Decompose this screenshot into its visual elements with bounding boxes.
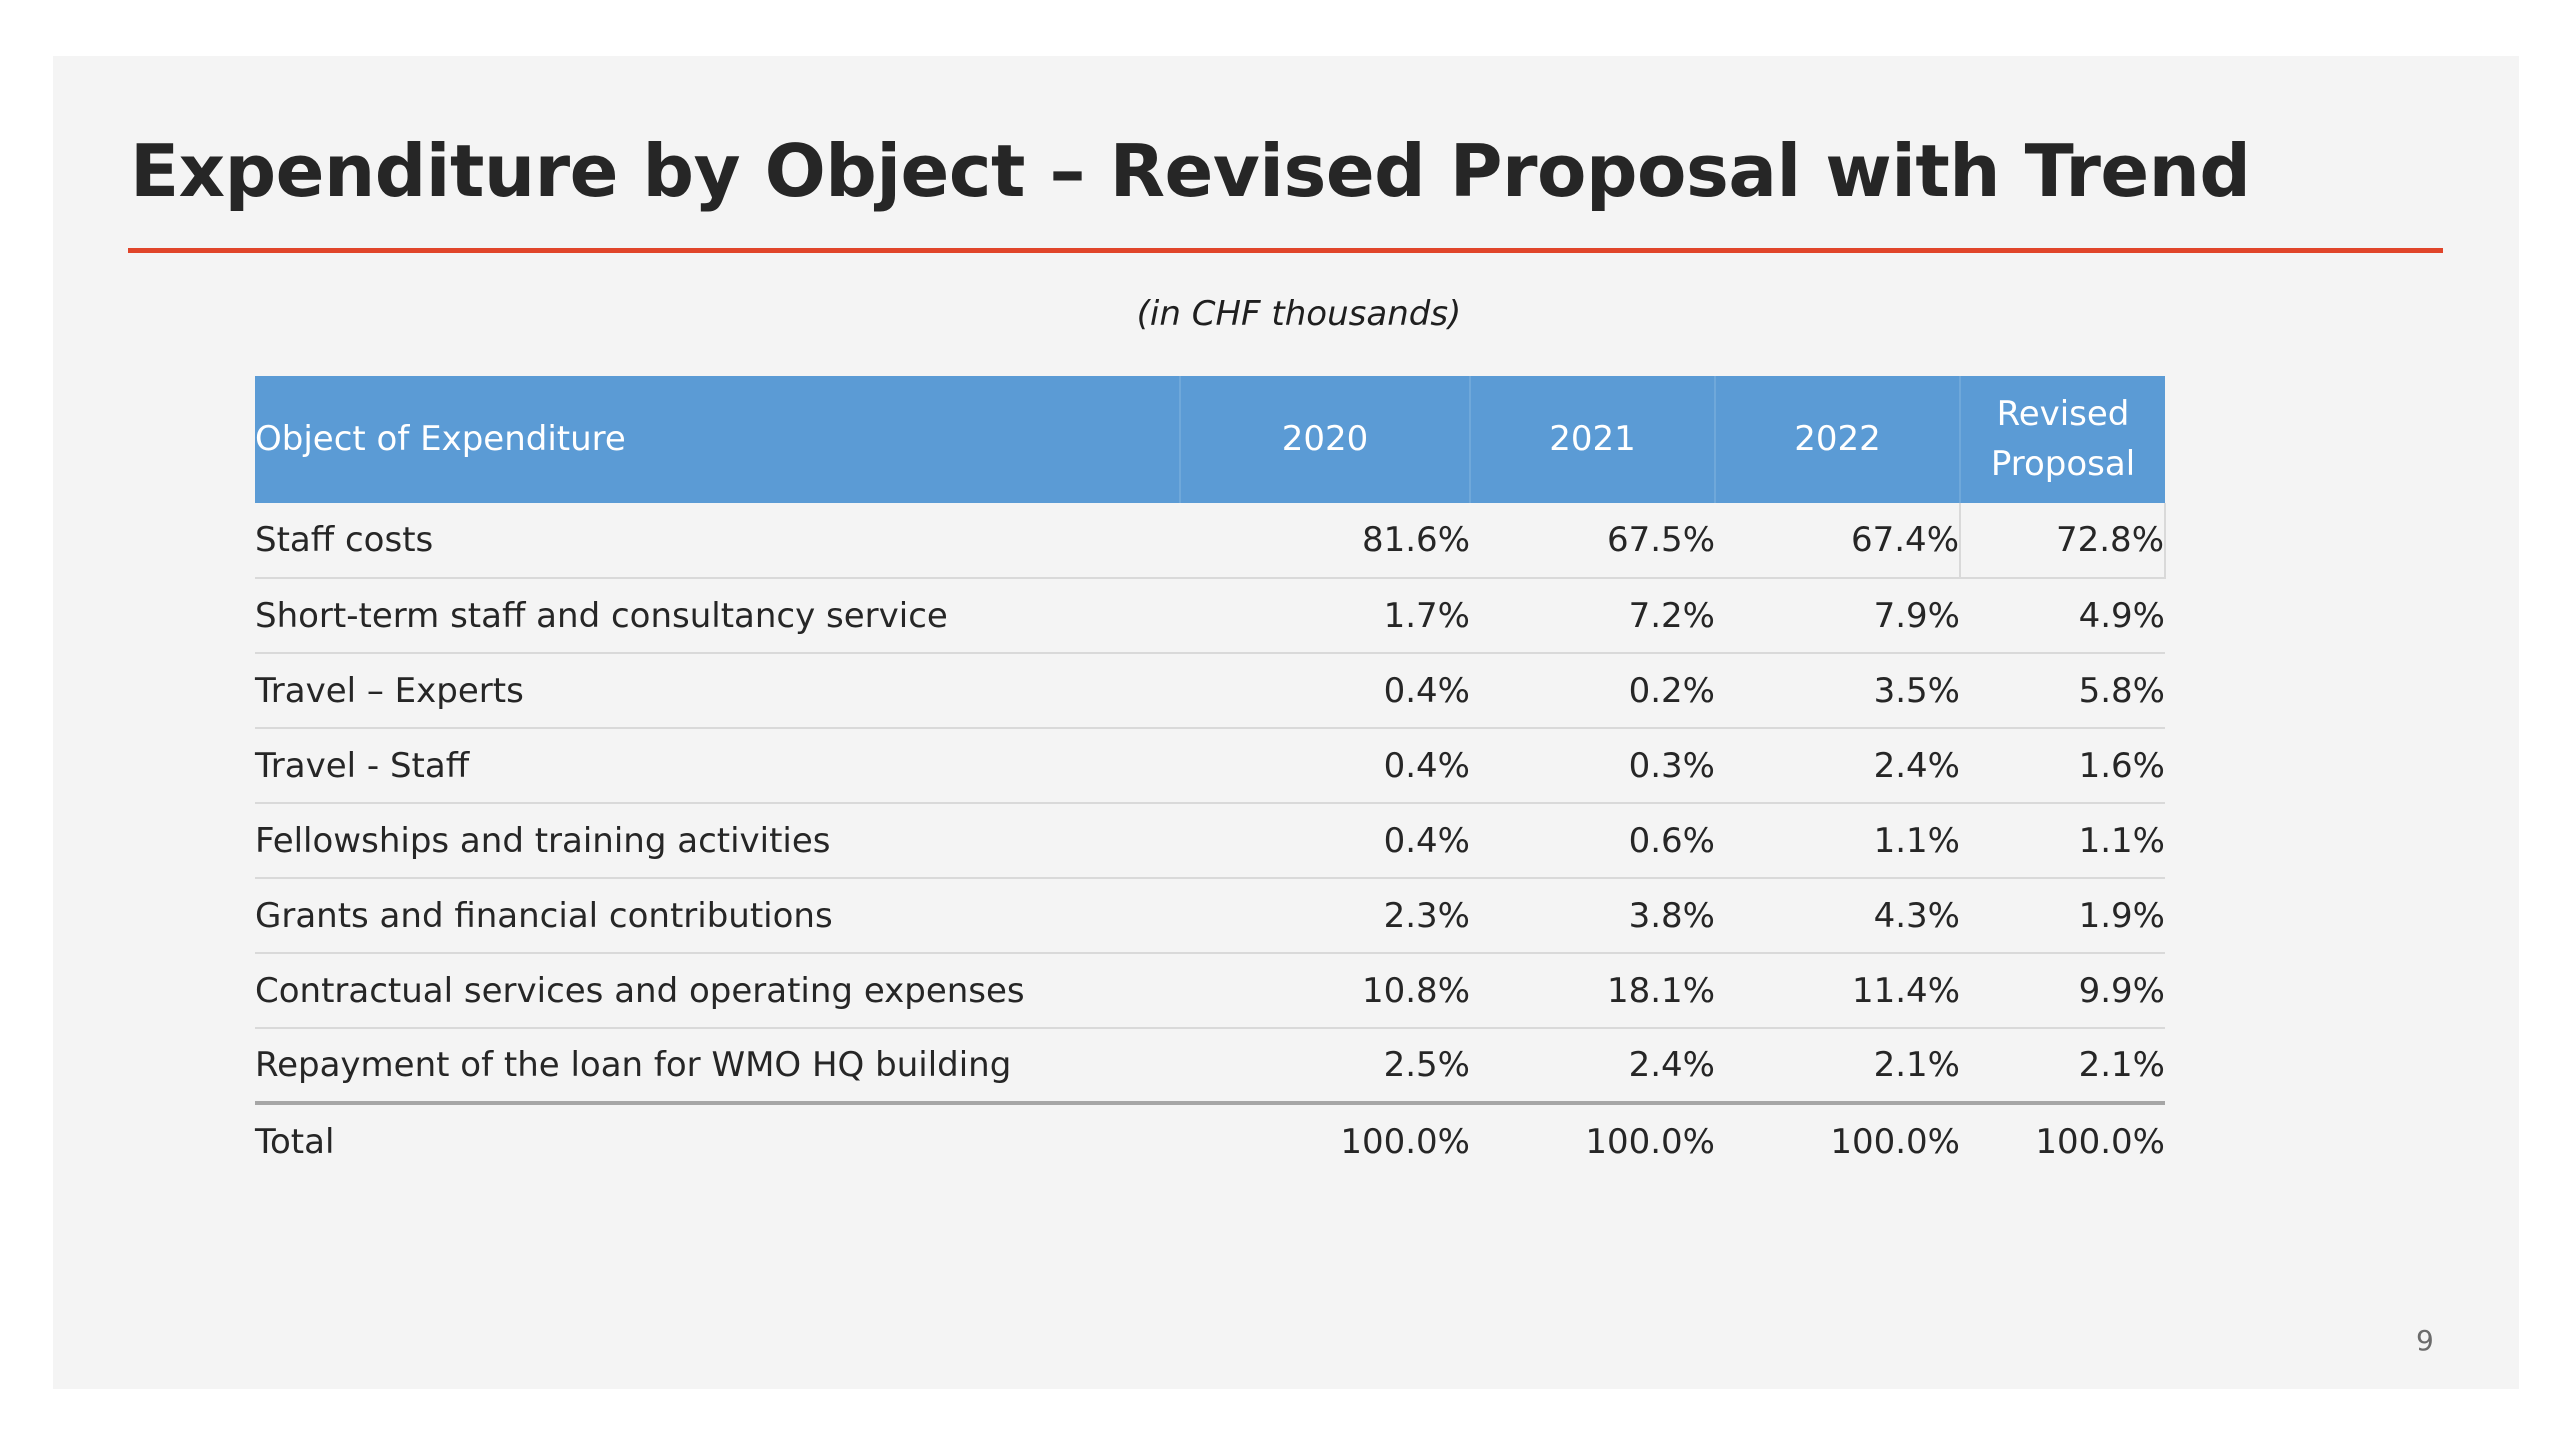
expenditure-table: Object of Expenditure 2020 2021 2022 Rev…: [255, 376, 2166, 1178]
row-label: Staff costs: [255, 503, 1180, 579]
table-body: Staff costs 81.6% 67.5% 67.4% 72.8% Short-ter…: [255, 503, 2166, 1105]
value-revised-proposal: 9.9%: [1960, 953, 2165, 1029]
row-label: Repayment of the loan for WMO HQ buildin…: [255, 1028, 1180, 1105]
value-2021: 67.5%: [1470, 503, 1715, 579]
value-2021: 7.2%: [1470, 578, 1715, 654]
value-2022: 2.1%: [1715, 1028, 1960, 1105]
row-label: Travel - Staff: [255, 728, 1180, 804]
table-row: Travel - Staff 0.4% 0.3% 2.4% 1.6%: [255, 728, 2165, 804]
slide: Expenditure by Object – Revised Proposal…: [53, 56, 2519, 1389]
value-2022: 2.4%: [1715, 728, 1960, 804]
slide-title: Expenditure by Object – Revised Proposal…: [130, 129, 2251, 213]
value-2021: 0.6%: [1470, 803, 1715, 879]
value-2020: 0.4%: [1180, 728, 1470, 804]
header-2021: 2021: [1469, 376, 1715, 503]
header-revised-line1: Revised: [1996, 394, 2130, 435]
row-label: Short-term staff and consultancy service: [255, 578, 1180, 654]
value-2020: 0.4%: [1180, 803, 1470, 879]
value-revised-proposal: 72.8%: [1959, 503, 2166, 579]
value-2020: 10.8%: [1180, 953, 1470, 1029]
row-label: Grants and financial contributions: [255, 878, 1180, 954]
row-label: Contractual services and operating expen…: [255, 953, 1180, 1029]
header-revised-line2: Proposal: [1990, 443, 2136, 484]
value-2020: 2.3%: [1180, 878, 1470, 954]
page-number: 9: [2416, 1324, 2434, 1357]
total-2020: 100.0%: [1340, 1121, 1470, 1162]
value-revised-proposal: 1.1%: [1960, 803, 2165, 879]
value-2022: 1.1%: [1715, 803, 1960, 879]
total-row: Total 100.0% 100.0% 100.0% 100.0%: [255, 1103, 2165, 1178]
total-2022: 100.0%: [1830, 1121, 1960, 1162]
row-label: Travel – Experts: [255, 653, 1180, 729]
row-label: Fellowships and training activities: [255, 803, 1180, 879]
header-row: Object of Expenditure 2020 2021 2022 Rev…: [255, 376, 2165, 503]
table-footer: Total 100.0% 100.0% 100.0% 100.0%: [255, 1103, 2165, 1178]
table-row: Grants and financial contributions 2.3% 3.…: [255, 878, 2165, 954]
value-2020: 1.7%: [1180, 578, 1470, 654]
value-2020: 81.6%: [1180, 503, 1470, 579]
total-2021: 100.0%: [1585, 1121, 1715, 1162]
table-row: Staff costs 81.6% 67.5% 67.4% 72.8%: [255, 503, 2166, 579]
table-header: Object of Expenditure 2020 2021 2022 Rev…: [255, 376, 2165, 503]
value-revised-proposal: 1.9%: [1960, 878, 2165, 954]
value-revised-proposal: 4.9%: [1960, 578, 2165, 654]
header-object-of-expenditure: Object of Expenditure: [255, 418, 626, 459]
value-revised-proposal: 5.8%: [1960, 653, 2165, 729]
value-2021: 3.8%: [1470, 878, 1715, 954]
value-2022: 3.5%: [1715, 653, 1960, 729]
total-revised-proposal: 100.0%: [2035, 1121, 2165, 1162]
value-2020: 2.5%: [1180, 1028, 1470, 1105]
total-label: Total: [255, 1121, 335, 1162]
value-2022: 7.9%: [1715, 578, 1960, 654]
value-2021: 0.2%: [1470, 653, 1715, 729]
table-row: Travel – Experts 0.4% 0.2% 3.5% 5.8%: [255, 653, 2165, 729]
title-underline: [128, 248, 2443, 253]
value-2021: 2.4%: [1470, 1028, 1715, 1105]
value-2021: 18.1%: [1470, 953, 1715, 1029]
value-revised-proposal: 2.1%: [1960, 1028, 2165, 1105]
table-row: Contractual services and operating expen…: [255, 953, 2165, 1029]
value-2022: 11.4%: [1715, 953, 1960, 1029]
value-2020: 0.4%: [1180, 653, 1470, 729]
value-2021: 0.3%: [1470, 728, 1715, 804]
header-2020: 2020: [1179, 376, 1470, 503]
value-2022: 67.4%: [1715, 503, 1960, 579]
header-revised-proposal: Revised Proposal: [1959, 376, 2165, 503]
header-2022: 2022: [1714, 376, 1960, 503]
table-row: Repayment of the loan for WMO HQ buildin…: [255, 1028, 2165, 1105]
value-revised-proposal: 1.6%: [1960, 728, 2165, 804]
value-2022: 4.3%: [1715, 878, 1960, 954]
units-subtitle: (in CHF thousands): [1136, 294, 1462, 334]
table-row: Short-term staff and consultancy service…: [255, 578, 2165, 654]
table-row: Fellowships and training activities 0.4% 0…: [255, 803, 2165, 879]
